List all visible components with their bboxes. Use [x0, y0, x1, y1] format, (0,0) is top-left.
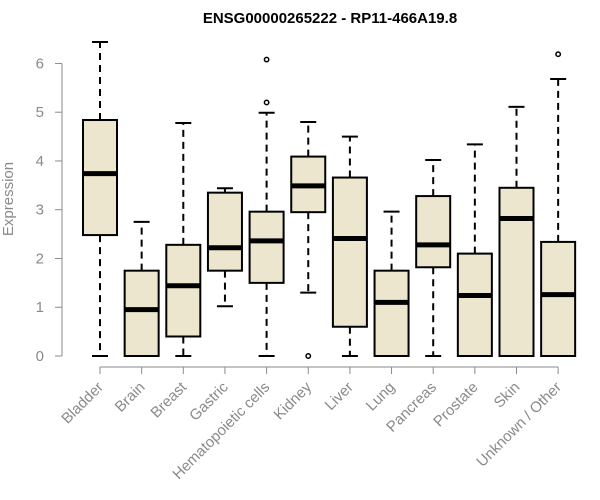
outlier-point	[263, 99, 270, 106]
box-gastric	[206, 187, 243, 308]
iqr-box	[415, 195, 452, 269]
y-tick-label: 1	[36, 299, 44, 316]
iqr-box	[123, 269, 160, 358]
box-breast	[165, 121, 202, 357]
y-tick-label: 6	[36, 55, 44, 72]
x-tick-label: Brain	[112, 379, 149, 416]
boxplot-series	[82, 41, 577, 359]
iqr-box	[248, 210, 285, 284]
box-pancreas	[415, 158, 452, 357]
box-lung	[373, 210, 410, 358]
x-tick-label: Kidney	[271, 378, 316, 423]
iqr-box	[540, 240, 577, 357]
box-kidney	[290, 120, 327, 359]
box-skin	[498, 105, 535, 357]
outlier-point	[305, 353, 312, 359]
y-tick-label: 2	[36, 250, 44, 267]
iqr-box	[206, 191, 243, 272]
chart-title: ENSG00000265222 - RP11-466A19.8	[203, 10, 457, 27]
iqr-box	[456, 252, 493, 357]
y-tick-label: 5	[36, 104, 44, 121]
y-tick-label: 4	[36, 153, 44, 170]
box-liver	[331, 135, 368, 357]
iqr-box	[331, 176, 368, 328]
iqr-box	[165, 243, 202, 338]
y-axis: 0 1 2 3 4 5 6	[36, 55, 63, 365]
x-tick-label: Lung	[363, 379, 399, 415]
box-hematopoietic-cells	[248, 56, 285, 357]
x-tick-label: Skin	[491, 379, 524, 412]
x-tick-label: Prostate	[430, 379, 482, 431]
box-prostate	[456, 143, 493, 357]
iqr-box	[498, 186, 535, 357]
x-tick-label: Breast	[147, 378, 190, 421]
y-tick-label: 0	[36, 348, 44, 365]
y-tick-label: 3	[36, 202, 44, 219]
box-brain	[123, 220, 160, 358]
outlier-point	[263, 56, 270, 63]
iqr-box	[82, 119, 118, 237]
x-tick-label: Bladder	[58, 379, 107, 428]
outlier-point	[555, 51, 562, 58]
box-unknown-other	[540, 51, 577, 357]
y-axis-label: Expression	[0, 162, 17, 236]
x-tick-label: Liver	[322, 379, 357, 414]
iqr-box	[373, 269, 410, 358]
box-bladder	[82, 41, 118, 357]
